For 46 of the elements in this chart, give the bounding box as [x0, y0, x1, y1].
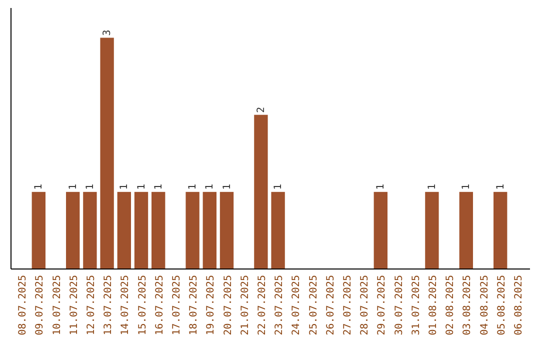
data-label: 1: [136, 184, 148, 190]
x-tick-label: 21.07.2025: [240, 275, 251, 336]
x-tick-label: 15.07.2025: [137, 275, 148, 336]
x-tick-label: 13.07.2025: [103, 275, 114, 336]
data-label: 3: [102, 30, 114, 36]
data-label: 1: [376, 184, 387, 190]
x-tick-label: 09.07.2025: [34, 275, 46, 336]
x-tick-label: 30.07.2025: [394, 275, 405, 336]
x-tick-label: 01.08.2025: [428, 275, 439, 336]
data-label: 1: [153, 184, 164, 190]
x-tick-label: 08.07.2025: [18, 275, 29, 336]
x-tick-label: 31.07.2025: [410, 275, 422, 336]
x-tick-label: 28.07.2025: [360, 275, 371, 336]
data-label: 1: [461, 184, 472, 190]
data-label: 1: [119, 184, 130, 190]
x-tick-label: 17.07.2025: [171, 275, 182, 336]
x-tick-label: 11.07.2025: [68, 275, 80, 336]
data-label: 2: [256, 106, 267, 113]
x-tick-label: 12.07.2025: [86, 275, 97, 336]
data-label: 1: [68, 184, 79, 190]
x-tick-label: 29.07.2025: [376, 275, 388, 336]
x-tick-label: 19.07.2025: [206, 275, 217, 336]
data-label: 1: [84, 184, 96, 190]
x-tick-label: 14.07.2025: [120, 275, 132, 336]
data-label: 1: [222, 184, 233, 190]
data-label: 1: [495, 184, 506, 190]
x-tick-label: 10.07.2025: [52, 275, 63, 336]
x-tick-label: 18.07.2025: [188, 275, 200, 336]
x-tick-label: 16.07.2025: [154, 275, 166, 336]
x-tick-label: 03.08.2025: [462, 275, 474, 336]
data-label: 1: [273, 184, 284, 190]
data-label: 1: [34, 184, 45, 190]
x-tick-label: 20.07.2025: [222, 275, 234, 336]
x-tick-label: 04.08.2025: [479, 275, 490, 336]
data-label: 1: [188, 184, 199, 190]
x-tick-label: 26.07.2025: [325, 275, 336, 336]
x-tick-label: 27.07.2025: [342, 275, 354, 336]
x-tick-label: 05.08.2025: [496, 275, 508, 336]
x-tick-label: 23.07.2025: [274, 275, 286, 336]
x-tick-label: 24.07.2025: [291, 275, 302, 336]
x-tick-label: 22.07.2025: [256, 275, 268, 336]
data-label: 1: [426, 184, 438, 190]
data-label: 1: [204, 184, 216, 190]
x-tick-label: 02.08.2025: [445, 275, 456, 336]
x-tick-label: 25.07.2025: [308, 275, 320, 336]
x-tick-label: 06.08.2025: [513, 275, 524, 336]
